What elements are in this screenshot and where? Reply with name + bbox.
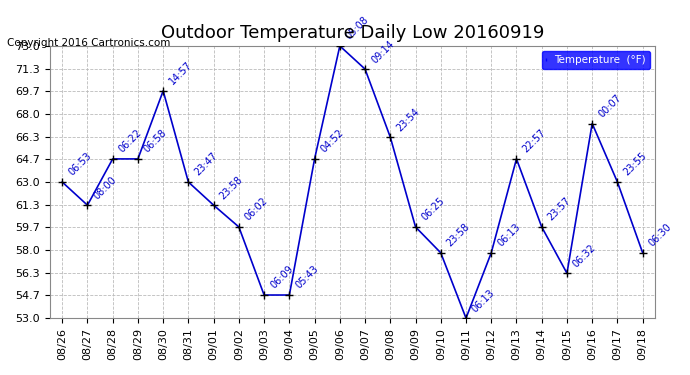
Text: 23:58: 23:58 [218, 174, 245, 201]
Text: 00:07: 00:07 [596, 93, 623, 119]
Text: 06:13: 06:13 [470, 287, 497, 314]
Text: 09:14: 09:14 [369, 38, 396, 65]
Text: 06:02: 06:02 [243, 196, 270, 223]
Text: 23:55: 23:55 [622, 151, 649, 178]
Text: 08:00: 08:00 [92, 174, 118, 201]
Text: 22:57: 22:57 [521, 128, 548, 155]
Text: Copyright 2016 Cartronics.com: Copyright 2016 Cartronics.com [7, 38, 170, 48]
Text: 04:52: 04:52 [319, 128, 346, 155]
Text: 23:47: 23:47 [193, 151, 219, 178]
Text: 06:53: 06:53 [66, 151, 93, 178]
Text: 06:13: 06:13 [495, 222, 522, 249]
Text: 23:58: 23:58 [445, 222, 472, 249]
Text: 23:54: 23:54 [395, 106, 422, 133]
Text: 05:08: 05:08 [344, 15, 371, 42]
Text: 06:30: 06:30 [647, 222, 673, 249]
Text: 06:58: 06:58 [142, 128, 169, 155]
Text: 06:32: 06:32 [571, 242, 598, 269]
Title: Outdoor Temperature Daily Low 20160919: Outdoor Temperature Daily Low 20160919 [161, 24, 544, 42]
Legend: Temperature  (°F): Temperature (°F) [542, 51, 650, 69]
Text: 14:57: 14:57 [168, 60, 194, 87]
Text: 06:22: 06:22 [117, 128, 144, 155]
Text: 06:09: 06:09 [268, 264, 295, 291]
Text: 06:25: 06:25 [420, 196, 446, 223]
Text: 23:57: 23:57 [546, 196, 573, 223]
Text: 05:43: 05:43 [293, 264, 320, 291]
